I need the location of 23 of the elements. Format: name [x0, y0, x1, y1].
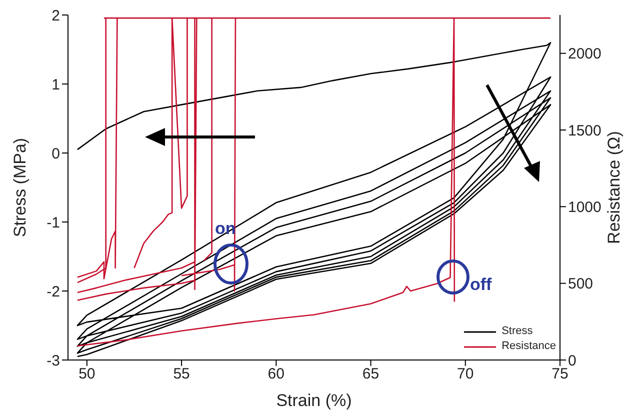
y-axis-title: Stress (MPa): [10, 138, 30, 238]
y-tick-label: -2: [46, 283, 60, 300]
y-tick-label: 2: [52, 7, 60, 24]
annotation: off: [470, 275, 492, 294]
y-tick-label: 1: [52, 76, 60, 94]
x-axis-title: Strain (%): [276, 391, 352, 410]
y2-tick-label: 500: [568, 276, 594, 293]
y2-tick-label: 2000: [568, 46, 602, 63]
x-tick-label: 50: [78, 366, 96, 383]
y-tick-label: -3: [46, 352, 60, 370]
legend-label: Resistance: [502, 339, 556, 354]
y2-tick-label: 1000: [568, 198, 602, 216]
legend-label: Stress: [502, 324, 533, 339]
y2-tick-label: 0: [568, 352, 576, 370]
y2-tick-label: 1500: [568, 122, 602, 140]
y-tick-label: 0: [52, 145, 60, 162]
x-tick-label: 65: [362, 366, 380, 383]
y-tick-label: -1: [46, 214, 60, 232]
y2-axis-title: Resistance (Ω): [604, 131, 624, 244]
x-tick-label: 55: [173, 366, 190, 383]
x-tick-label: 60: [268, 366, 284, 383]
x-tick-label: 75: [552, 366, 568, 383]
x-tick-label: 70: [457, 366, 474, 383]
